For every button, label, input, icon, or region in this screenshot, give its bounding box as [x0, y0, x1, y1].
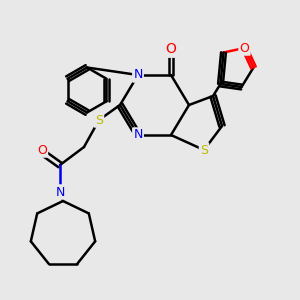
Text: S: S [95, 113, 103, 127]
Text: O: O [37, 143, 47, 157]
Text: N: N [55, 185, 65, 199]
Text: N: N [133, 68, 143, 82]
Text: O: O [166, 43, 176, 56]
Text: S: S [200, 143, 208, 157]
Text: N: N [133, 128, 143, 142]
Text: O: O [240, 41, 249, 55]
